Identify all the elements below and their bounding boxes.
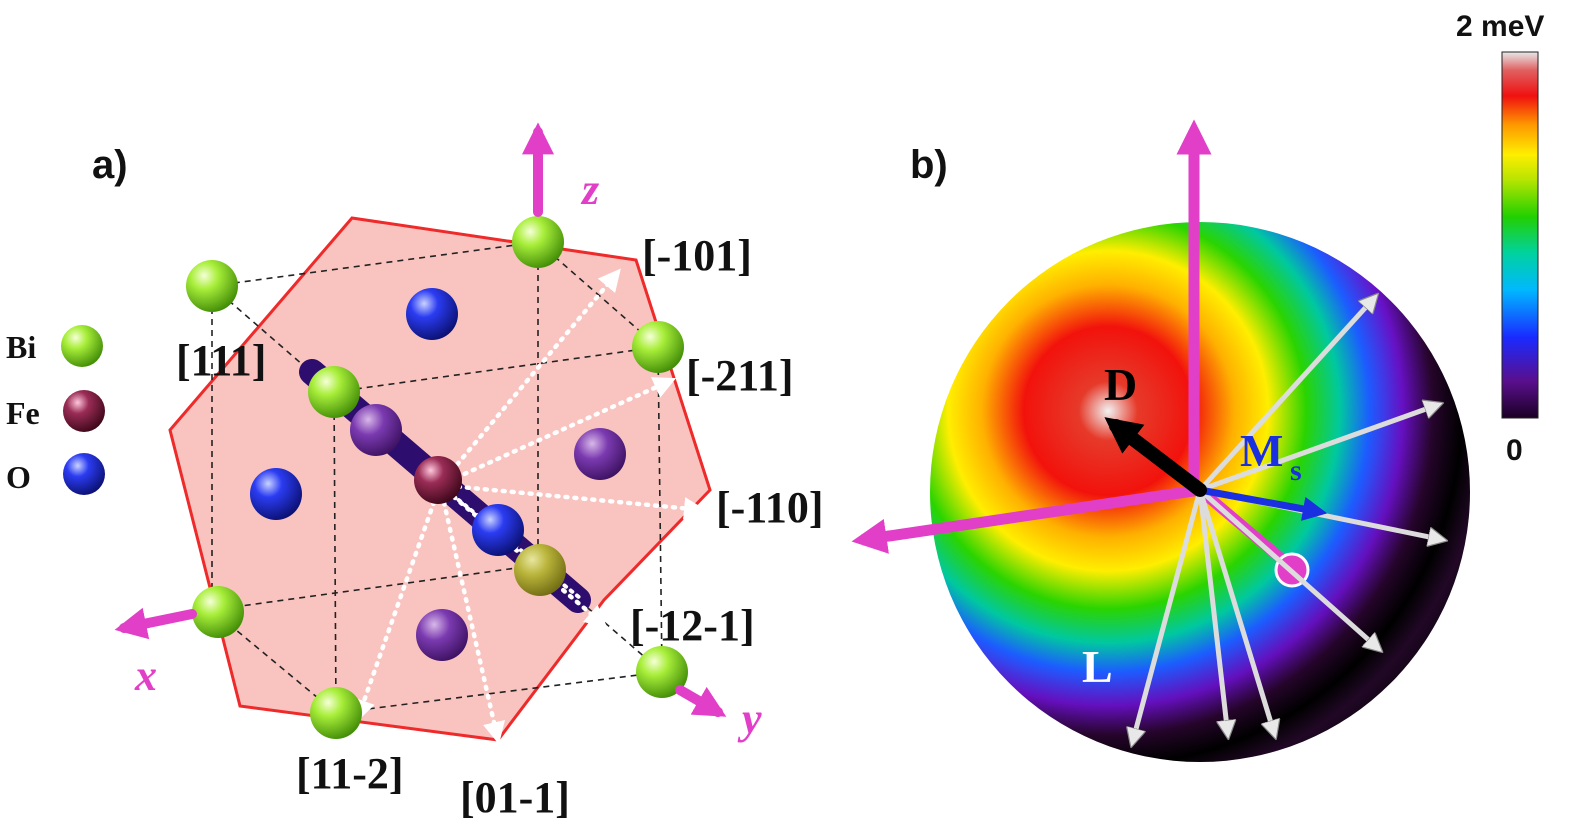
colorbar: 2 meV 0 — [1456, 10, 1544, 467]
atom-legend: Bi Fe O — [6, 325, 105, 495]
colorbar-min-label: 0 — [1506, 434, 1523, 467]
direction-label-m101: [-101] — [642, 231, 752, 280]
direction-label-m110: [-110] — [716, 483, 824, 532]
l-vector — [1198, 488, 1380, 650]
l-vector — [1197, 489, 1275, 736]
o-atom-behind-plane — [574, 428, 626, 480]
colorbar-max-label: 2 meV — [1456, 10, 1544, 43]
legend-swatch-o — [63, 453, 105, 495]
ms-vector-label: M — [1240, 425, 1283, 476]
o-atom-behind-plane — [416, 609, 468, 661]
z-axis-label: z — [580, 165, 599, 214]
l-vector — [1132, 489, 1203, 744]
legend-swatch-fe — [63, 390, 105, 432]
direction-label-111: [111] — [176, 336, 266, 385]
direction-label-11m2: [11-2] — [296, 749, 404, 798]
bi-atom-behind-plane — [514, 544, 566, 596]
bi-atom — [310, 687, 362, 739]
x-axis-label: x — [134, 651, 157, 700]
legend-label-o: O — [6, 459, 31, 495]
b-horizontal-axis-arrow — [851, 484, 1201, 554]
cartesian-axes-a — [114, 122, 727, 717]
bi-atom — [636, 646, 688, 698]
ms-vector-arrow — [1199, 486, 1328, 521]
direction-label-m211: [-211] — [686, 351, 794, 400]
legend-label-fe: Fe — [6, 395, 40, 431]
legend-swatch-bi — [61, 325, 103, 367]
panel-b-label: b) — [910, 143, 948, 187]
fe-atom — [414, 456, 462, 504]
direction-label-01m1: [01-1] — [460, 773, 570, 822]
o-atom — [250, 468, 302, 520]
o-atom-behind-plane — [350, 404, 402, 456]
l-vector — [1199, 404, 1440, 493]
o-atom — [472, 504, 524, 556]
d-vector-label: D — [1104, 359, 1137, 410]
panel-a-label: a) — [92, 143, 128, 187]
y-axis-label: y — [737, 694, 762, 743]
bi-atom — [512, 216, 564, 268]
panel-b: b) D M s L 2 meV 0 — [851, 10, 1544, 762]
in-plane-direction-arrows — [353, 268, 707, 745]
bi-atom — [632, 321, 684, 373]
o-atom — [406, 288, 458, 340]
bi-atoms — [186, 216, 688, 739]
y-axis-arrow — [675, 685, 727, 717]
direction-label-m12m1: [-12-1] — [630, 601, 755, 650]
d-vector-arrow — [1104, 417, 1207, 497]
ms-vector-subscript: s — [1290, 454, 1302, 487]
bi-atom — [308, 366, 360, 418]
l-vector — [1198, 296, 1376, 492]
x-axis-arrow — [114, 607, 197, 640]
panel-a: a) — [6, 122, 824, 822]
l-vector-label: L — [1082, 641, 1113, 692]
legend-label-bi: Bi — [6, 329, 36, 365]
colorbar-gradient — [1501, 51, 1539, 419]
bi-atom — [192, 586, 244, 638]
bi-atom — [186, 260, 238, 312]
o-atoms — [250, 288, 626, 661]
l-vector — [1197, 489, 1228, 736]
